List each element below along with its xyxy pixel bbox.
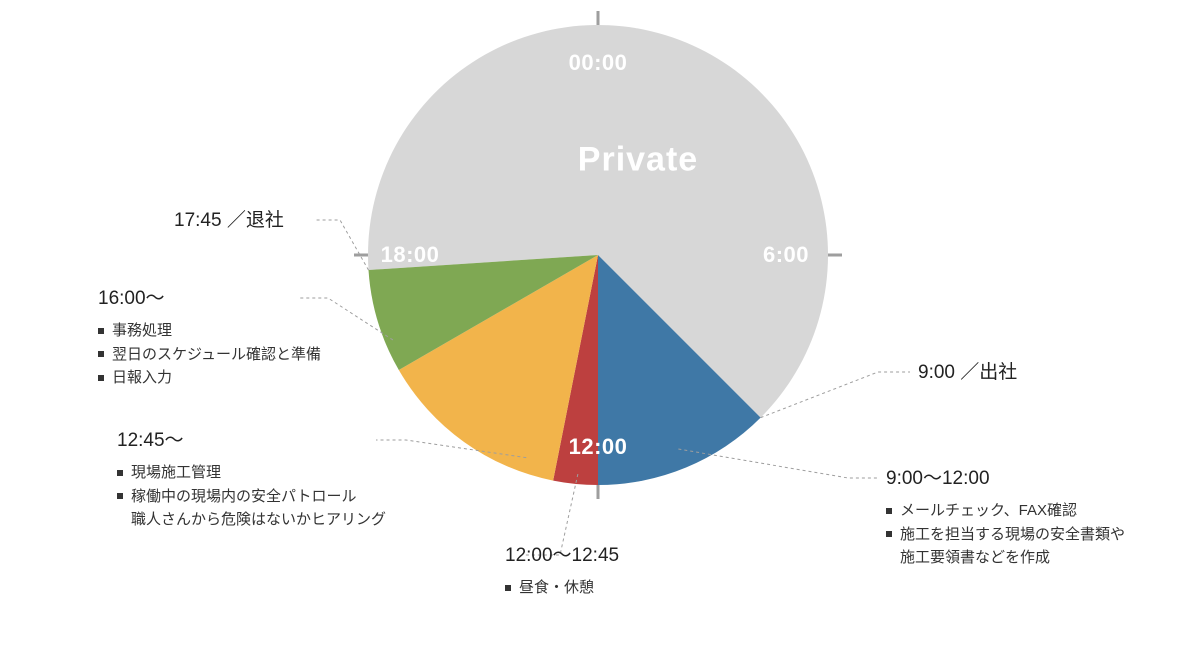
annotation-item: 施工を担当する現場の安全書類や <box>886 523 1125 546</box>
annotation-item: 職人さんから危険はないかヒアリング <box>117 508 386 531</box>
annotation-lunch: 12:00〜12:45 昼食・休憩 <box>505 541 619 600</box>
annotation-morning-work: 9:00〜12:00 メールチェック、FAX確認施工を担当する現場の安全書類や施工… <box>886 464 1125 569</box>
annotation-item: 施工要領書などを作成 <box>886 546 1125 569</box>
clock-label: 12:00 <box>569 434 628 460</box>
annotation-item: 翌日のスケジュール確認と準備 <box>98 343 321 366</box>
clock-label: 18:00 <box>381 242 440 268</box>
annotation-leave: 17:45 ／退社 <box>174 206 284 241</box>
annotation-item: 現場施工管理 <box>117 461 386 484</box>
annotation-title: 16:00〜 <box>98 284 321 313</box>
annotation-list: 事務処理翌日のスケジュール確認と準備日報入力 <box>98 319 321 389</box>
clock-label: 6:00 <box>763 242 809 268</box>
clock-label: 00:00 <box>569 50 628 76</box>
annotation-item: 稼働中の現場内の安全パトロール <box>117 485 386 508</box>
annotation-item: 日報入力 <box>98 366 321 389</box>
annotation-list: 昼食・休憩 <box>505 576 619 599</box>
annotation-item: 昼食・休憩 <box>505 576 619 599</box>
leader-line <box>314 220 368 270</box>
annotation-title: 12:00〜12:45 <box>505 541 619 570</box>
annotation-list: メールチェック、FAX確認施工を担当する現場の安全書類や施工要領書などを作成 <box>886 499 1125 569</box>
annotation-title: 9:00〜12:00 <box>886 464 1125 493</box>
annotation-title: 9:00 ／出社 <box>918 358 1017 387</box>
chart-stage: 00:00 6:00 12:00 18:00 Private 9:00 ／出社 9:00〜1… <box>0 0 1199 648</box>
annotation-item: メールチェック、FAX確認 <box>886 499 1125 522</box>
annotation-afternoon: 12:45〜現場施工管理稼働中の現場内の安全パトロール職人さんから危険はないかヒ… <box>117 426 386 531</box>
private-label: Private <box>578 141 698 180</box>
annotation-item: 事務処理 <box>98 319 321 342</box>
annotation-arrive: 9:00 ／出社 <box>918 358 1017 393</box>
annotation-title: 17:45 ／退社 <box>174 206 284 235</box>
annotation-title: 12:45〜 <box>117 426 386 455</box>
annotation-evening: 16:00〜事務処理翌日のスケジュール確認と準備日報入力 <box>98 284 321 389</box>
annotation-list: 現場施工管理稼働中の現場内の安全パトロール職人さんから危険はないかヒアリング <box>117 461 386 531</box>
